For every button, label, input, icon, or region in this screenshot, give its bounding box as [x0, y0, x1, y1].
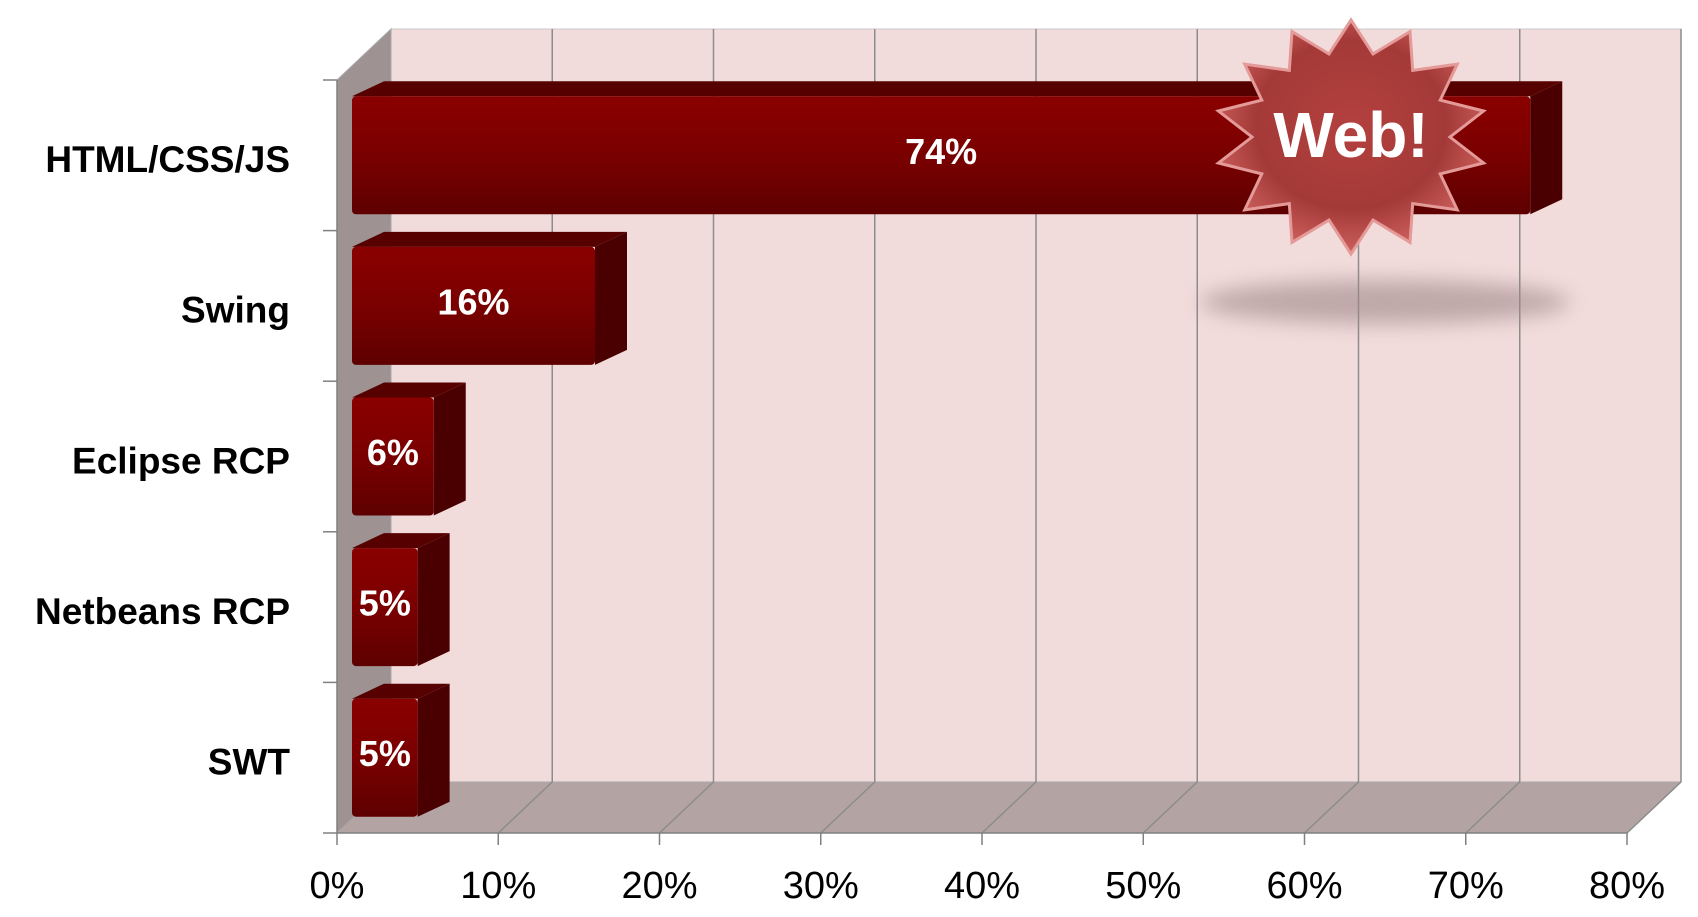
data-label-swing: 16% [437, 281, 509, 322]
bar-top [352, 382, 466, 398]
category-label-netbeans-rcp: Netbeans RCP [35, 591, 290, 632]
bar-front [352, 246, 595, 365]
bar-side [417, 533, 450, 667]
data-label-netbeans-rcp: 5% [359, 583, 411, 624]
bar-swing: 16% [352, 231, 627, 365]
data-label-swt: 5% [359, 733, 411, 774]
x-tick-label: 30% [783, 865, 859, 907]
bar-swt: 5% [352, 683, 450, 817]
bar-front [352, 548, 418, 667]
x-tick-label: 80% [1589, 865, 1665, 907]
bar-top [352, 683, 450, 699]
gridline-floor [1303, 781, 1360, 834]
bar-front [352, 698, 418, 817]
gridline-floor [497, 781, 553, 834]
gridline-floor [981, 781, 1037, 834]
web-starburst-callout: Web! [1200, 17, 1570, 324]
gridline-floor [1142, 781, 1198, 834]
bar-top [352, 231, 627, 247]
x-tick-label: 10% [460, 865, 536, 907]
gridline-floor [820, 781, 876, 834]
x-tick-label: 60% [1266, 865, 1342, 907]
starburst-shape [1215, 17, 1487, 257]
starburst-label: Web! [1273, 99, 1428, 171]
bar-side [1530, 81, 1563, 215]
gridline-floor [658, 781, 715, 834]
axes [323, 79, 1628, 845]
gridline-floor [1465, 781, 1521, 834]
category-labels: HTML/CSS/JS Swing Eclipse RCP Netbeans RCP S… [35, 139, 290, 782]
category-label-swing: Swing [181, 290, 290, 331]
category-label-swt: SWT [208, 741, 291, 782]
bar-side [433, 382, 466, 516]
category-label-html-css-js: HTML/CSS/JS [45, 139, 290, 180]
x-tick-labels: 0% 10% 20% 30% 40% 50% 60% 70% 80% [310, 865, 1665, 907]
category-label-eclipse-rcp: Eclipse RCP [72, 440, 290, 481]
x-tick-label: 50% [1105, 865, 1181, 907]
bar-side [595, 231, 627, 365]
gridline-floor [1626, 781, 1682, 834]
x-tick-label: 20% [621, 865, 697, 907]
bar-netbeans-rcp: 5% [352, 533, 450, 667]
data-label-eclipse-rcp: 6% [367, 432, 419, 473]
bar-top [352, 533, 450, 549]
x-tick-label: 40% [944, 865, 1020, 907]
starburst-shadow [1200, 280, 1570, 324]
data-label-html-css-js: 74% [905, 131, 977, 172]
bar-front [352, 397, 434, 516]
x-tick-label: 70% [1428, 865, 1504, 907]
bar-side [417, 683, 450, 817]
bar-eclipse-rcp: 6% [352, 382, 466, 516]
x-tick-label: 0% [310, 865, 365, 907]
